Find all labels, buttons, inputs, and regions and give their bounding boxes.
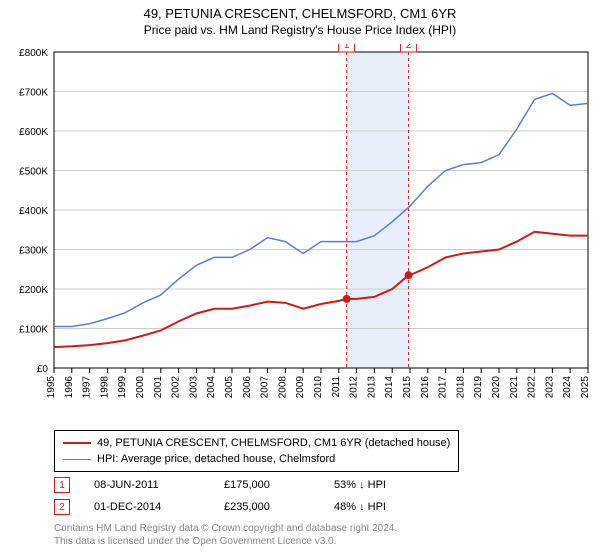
sales-row: 1 08-JUN-2011 £175,000 53% ↓ HPI — [54, 474, 434, 496]
chart: £0 £100K £200K £300K £400K £500K £600K £700K £80… — [0, 44, 600, 424]
svg-text:2023: 2023 — [544, 376, 555, 399]
svg-text:2011: 2011 — [331, 376, 342, 398]
svg-text:2: 2 — [406, 44, 412, 51]
svg-text:1999: 1999 — [117, 376, 128, 399]
svg-text:2016: 2016 — [420, 376, 431, 399]
sale-date: 08-JUN-2011 — [94, 479, 224, 491]
sales-table: 1 08-JUN-2011 £175,000 53% ↓ HPI 2 01-DE… — [54, 474, 434, 518]
svg-text:2013: 2013 — [366, 376, 377, 399]
svg-text:2014: 2014 — [384, 376, 395, 399]
svg-text:£400K: £400K — [19, 206, 48, 217]
page-title: 49, PETUNIA CRESCENT, CHELMSFORD, CM1 6Y… — [0, 0, 600, 21]
chart-svg: £0 £100K £200K £300K £400K £500K £600K £700K £80… — [0, 44, 600, 424]
svg-text:2015: 2015 — [402, 376, 413, 399]
svg-text:1996: 1996 — [64, 376, 75, 399]
svg-text:£200K: £200K — [19, 285, 48, 296]
svg-text:2024: 2024 — [562, 376, 573, 399]
sales-row: 2 01-DEC-2014 £235,000 48% ↓ HPI — [54, 496, 434, 518]
svg-text:2022: 2022 — [527, 376, 538, 399]
sale-delta: 53% ↓ HPI — [334, 479, 434, 491]
svg-text:2009: 2009 — [295, 376, 306, 399]
sale-marker-icon: 1 — [54, 477, 70, 493]
svg-text:£0: £0 — [37, 364, 49, 375]
legend-swatch — [63, 459, 91, 460]
svg-text:2019: 2019 — [473, 376, 484, 399]
svg-text:2006: 2006 — [242, 376, 253, 399]
legend-swatch — [63, 442, 91, 444]
svg-text:2007: 2007 — [260, 376, 271, 399]
svg-text:2003: 2003 — [188, 376, 199, 399]
svg-text:2001: 2001 — [153, 376, 164, 399]
footer-line: This data is licensed under the Open Gov… — [54, 535, 397, 548]
sale-marker-number: 1 — [59, 480, 65, 491]
sale-marker-icon: 2 — [54, 499, 70, 515]
footer-line: Contains HM Land Registry data © Crown c… — [54, 522, 397, 535]
sale-price: £235,000 — [224, 501, 334, 513]
svg-text:2020: 2020 — [491, 376, 502, 399]
legend: 49, PETUNIA CRESCENT, CHELMSFORD, CM1 6Y… — [54, 430, 459, 472]
legend-label: 49, PETUNIA CRESCENT, CHELMSFORD, CM1 6Y… — [97, 437, 450, 449]
svg-text:1: 1 — [344, 44, 350, 51]
svg-text:£700K: £700K — [19, 88, 48, 99]
svg-text:2025: 2025 — [580, 376, 591, 399]
svg-text:£100K: £100K — [19, 325, 48, 336]
sale-delta: 48% ↓ HPI — [334, 501, 434, 513]
svg-text:2005: 2005 — [224, 376, 235, 399]
svg-text:1997: 1997 — [82, 376, 93, 399]
svg-text:2000: 2000 — [135, 376, 146, 399]
svg-text:2010: 2010 — [313, 376, 324, 399]
svg-text:£500K: £500K — [19, 167, 48, 178]
svg-text:1998: 1998 — [99, 376, 110, 399]
legend-row: 49, PETUNIA CRESCENT, CHELMSFORD, CM1 6Y… — [63, 435, 450, 451]
svg-text:2012: 2012 — [349, 376, 360, 399]
svg-text:2021: 2021 — [509, 376, 520, 399]
sale-price: £175,000 — [224, 479, 334, 491]
page-subtitle: Price paid vs. HM Land Registry's House … — [0, 21, 600, 37]
legend-row: HPI: Average price, detached house, Chel… — [63, 451, 450, 467]
svg-text:£600K: £600K — [19, 127, 48, 138]
sale-marker-number: 2 — [59, 502, 65, 513]
svg-text:2008: 2008 — [277, 376, 288, 399]
svg-text:2004: 2004 — [206, 376, 217, 399]
svg-text:£300K: £300K — [19, 246, 48, 257]
sale-date: 01-DEC-2014 — [94, 501, 224, 513]
svg-text:1995: 1995 — [46, 376, 57, 399]
svg-text:2018: 2018 — [455, 376, 466, 399]
legend-label: HPI: Average price, detached house, Chel… — [97, 453, 335, 465]
svg-text:£800K: £800K — [19, 48, 48, 59]
svg-text:2017: 2017 — [438, 376, 449, 399]
svg-text:2002: 2002 — [171, 376, 182, 399]
footer: Contains HM Land Registry data © Crown c… — [54, 522, 397, 548]
